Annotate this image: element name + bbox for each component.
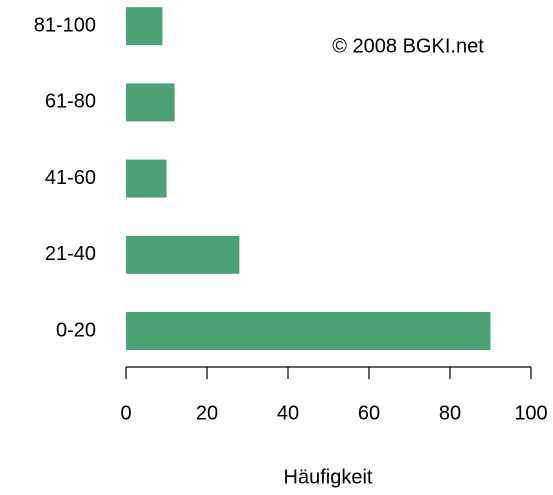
y-tick-label: 81-100 bbox=[34, 14, 96, 36]
bar bbox=[126, 7, 163, 46]
bar bbox=[126, 312, 491, 350]
x-axis-label: Häufigkeit bbox=[284, 466, 373, 488]
x-tick-label: 80 bbox=[439, 402, 461, 424]
bar bbox=[126, 235, 240, 274]
y-tick-label: 41-60 bbox=[45, 167, 96, 189]
x-tick-label: 20 bbox=[196, 402, 218, 424]
y-tick-label: 21-40 bbox=[45, 243, 96, 265]
y-tick-label: 0-20 bbox=[56, 319, 96, 341]
x-tick-label: 100 bbox=[514, 402, 547, 424]
bar bbox=[126, 83, 175, 122]
bar bbox=[126, 159, 167, 198]
annotation: © 2008 BGKI.net bbox=[332, 35, 484, 57]
x-tick-label: 60 bbox=[358, 402, 380, 424]
y-tick-label: 61-80 bbox=[45, 91, 96, 113]
x-tick-label: 40 bbox=[277, 402, 299, 424]
x-tick-label: 0 bbox=[120, 402, 131, 424]
